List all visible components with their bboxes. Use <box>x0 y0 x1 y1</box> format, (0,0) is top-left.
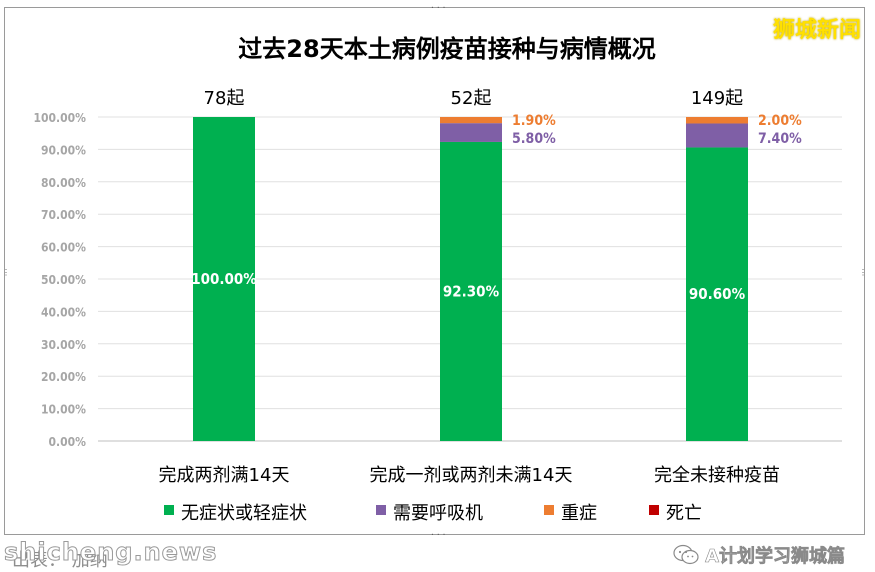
resize-handle-bottom[interactable]: ··· <box>430 530 448 539</box>
bar-segment <box>440 141 502 441</box>
legend-label: 重症 <box>561 503 597 524</box>
y-tick-label: 60.00% <box>41 241 86 255</box>
bar-segment <box>686 123 748 148</box>
data-label: 1.90% <box>512 113 556 129</box>
legend-swatch <box>544 505 554 515</box>
legend-label: 需要呼吸机 <box>393 503 483 524</box>
y-tick-label: 90.00% <box>41 143 86 157</box>
bar-segment <box>440 123 502 142</box>
total-count-label: 149起 <box>691 88 743 109</box>
bar-segment <box>686 147 748 441</box>
y-tick-label: 40.00% <box>41 305 86 319</box>
legend-label: 无症状或轻症状 <box>181 503 307 524</box>
watermark-logo: 狮城新闻 <box>772 18 861 43</box>
x-tick-label: 完成一剂或两剂未满14天 <box>370 465 573 486</box>
data-label: 92.30% <box>443 282 500 300</box>
x-tick-label: 完全未接种疫苗 <box>654 465 780 486</box>
bar-segment <box>193 117 255 441</box>
resize-handle-top[interactable]: ··· <box>430 3 448 12</box>
data-labels: 100.00% 78起 92.30% 5.80% 1.90% 52起 90.60% 7.40%… <box>191 88 802 303</box>
total-count-label: 52起 <box>451 88 492 109</box>
bars <box>193 117 748 441</box>
x-axis-labels: 完成两剂满14天 完成一剂或两剂未满14天 完全未接种疫苗 <box>159 465 780 486</box>
y-tick-label: 10.00% <box>41 403 86 417</box>
data-label: 100.00% <box>191 270 257 288</box>
legend-swatch <box>376 505 386 515</box>
legend-swatch <box>164 505 174 515</box>
wechat-account: A计划学习狮城篇 <box>673 542 845 568</box>
y-tick-label: 70.00% <box>41 208 86 222</box>
resize-handle-left[interactable]: ⋮ <box>2 268 11 277</box>
chart-title: 过去28天本土病例疫苗接种与病情概况 <box>238 35 655 63</box>
y-tick-label: 100.00% <box>34 111 87 125</box>
source-note: 出表： 加纳 <box>12 550 108 571</box>
y-axis-ticks: 0.00% 10.00% 20.00% 30.00% 40.00% 50.00% 60.00… <box>34 111 87 449</box>
bar-segment <box>686 117 748 124</box>
resize-handle-right[interactable]: ⋮ <box>859 268 868 277</box>
y-tick-label: 30.00% <box>41 338 86 352</box>
data-label: 90.60% <box>689 285 746 303</box>
legend-label: 死亡 <box>666 503 702 524</box>
legend-swatch <box>649 505 659 515</box>
legend: 无症状或轻症状 需要呼吸机 重症 死亡 <box>164 503 702 524</box>
stacked-bar-chart: 过去28天本土病例疫苗接种与病情概况 0.00% 10.00% 20.00% 30.0… <box>34 35 842 524</box>
bar-segment <box>440 117 502 124</box>
data-label: 2.00% <box>758 113 802 129</box>
footer: 出表： 加纳 shicheng.news A计划学习狮城篇 <box>0 536 875 571</box>
y-tick-label: 80.00% <box>41 176 86 190</box>
site-watermark: shicheng.news <box>3 538 218 567</box>
wechat-icon <box>673 544 699 565</box>
y-tick-label: 50.00% <box>41 273 86 287</box>
data-label: 5.80% <box>512 131 556 147</box>
wechat-account-name: A计划学习狮城篇 <box>705 546 846 568</box>
data-label: 7.40% <box>758 131 802 147</box>
x-tick-label: 完成两剂满14天 <box>159 465 290 486</box>
y-tick-label: 0.00% <box>49 435 87 449</box>
y-tick-label: 20.00% <box>41 370 86 384</box>
total-count-label: 78起 <box>204 88 245 109</box>
